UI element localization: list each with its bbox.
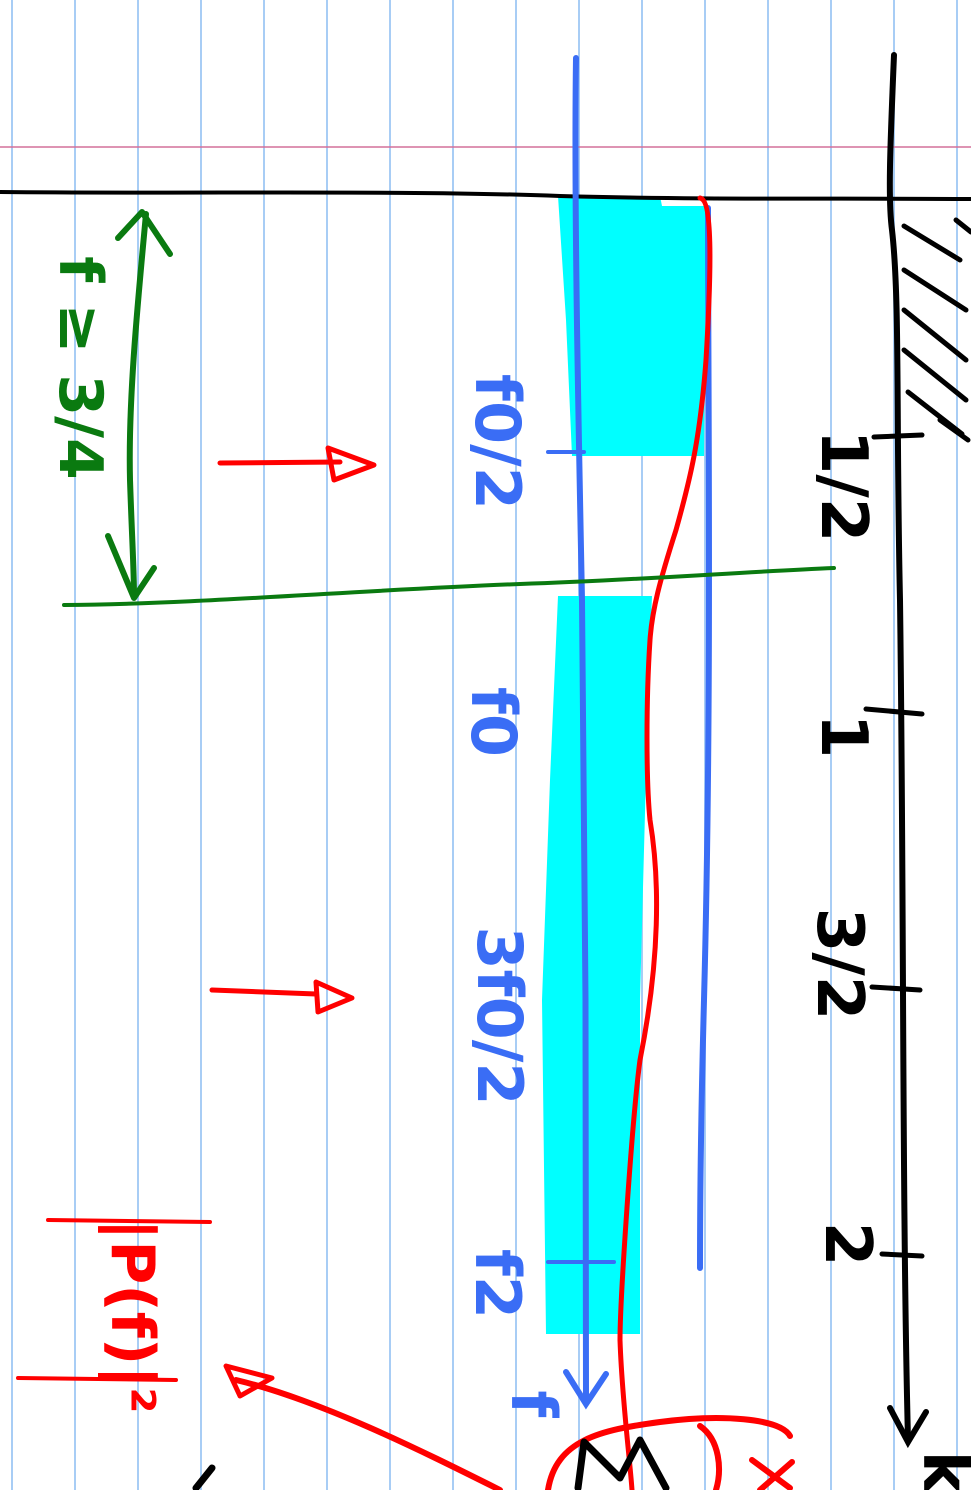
black-m-glyph xyxy=(574,1436,670,1490)
tick-label-one: 1 xyxy=(806,714,880,759)
red-x-mark xyxy=(749,1457,795,1490)
tick-label-two: 2 xyxy=(810,1222,884,1267)
k-axis-arrowhead xyxy=(887,1405,929,1449)
green-double-arrow xyxy=(126,211,149,599)
blue-frequency-axis xyxy=(572,55,589,1403)
black-baseline xyxy=(0,190,971,201)
red-arrow-to-label xyxy=(223,1363,275,1399)
red-arrow-upper xyxy=(217,445,377,483)
blue-ticks xyxy=(546,450,616,1264)
axis-ticks xyxy=(863,432,925,1259)
red-label-underline xyxy=(16,1376,178,1382)
green-arrowhead-top xyxy=(115,209,173,257)
hatched-region xyxy=(901,217,971,443)
tick-label-half: 1/2 xyxy=(806,430,880,542)
green-threshold-label: f ≥ 3/4 xyxy=(45,256,115,480)
red-squiggle-2 xyxy=(697,1423,722,1490)
blue-right-line xyxy=(697,205,712,1271)
label-f0-three-half: 3f0/2 xyxy=(463,926,536,1105)
highlight-band-upper xyxy=(558,196,706,456)
red-diagonal-line xyxy=(233,1377,503,1490)
blue-frequency-arrowhead xyxy=(563,1369,609,1410)
label-f0-half: f0/2 xyxy=(461,374,534,510)
tick-label-three-half: 3/2 xyxy=(802,908,876,1020)
red-arrow-lower xyxy=(209,979,355,1015)
k-axis xyxy=(886,52,911,1443)
black-partial-glyph xyxy=(192,1464,216,1490)
red-label-overline xyxy=(46,1218,212,1224)
highlight-band-lower xyxy=(542,596,652,1334)
red-squiggle xyxy=(545,1415,793,1490)
label-f2: f2 xyxy=(461,1249,534,1319)
label-f-end: f xyxy=(497,1391,570,1419)
green-threshold-line xyxy=(62,566,836,607)
label-f0: f0 xyxy=(457,687,530,757)
red-power-label: |P(f)|² xyxy=(97,1218,167,1413)
axis-end-label-k: k xyxy=(908,1451,971,1490)
green-arrowhead-bottom xyxy=(105,533,157,601)
red-response-curve xyxy=(617,195,713,1490)
